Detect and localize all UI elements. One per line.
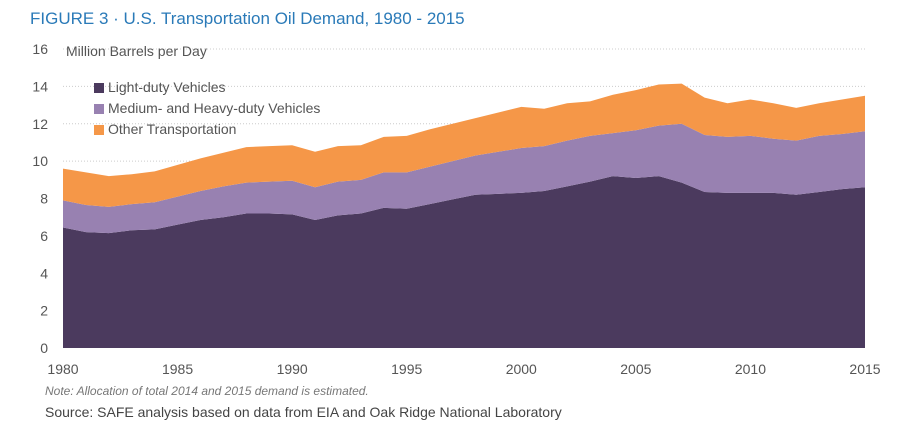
y-tick-label: 6 xyxy=(40,228,48,244)
y-tick-label: 8 xyxy=(40,191,48,207)
y-tick-label: 4 xyxy=(40,265,48,281)
y-tick-label: 0 xyxy=(40,340,48,356)
legend-swatch xyxy=(94,82,104,93)
x-tick-label: 1985 xyxy=(162,361,193,377)
x-tick-label: 1990 xyxy=(277,361,308,377)
y-tick-label: 16 xyxy=(32,41,48,57)
legend-label: Other Transportation xyxy=(108,121,237,137)
legend: Light-duty Vehicles Medium- and Heavy-du… xyxy=(94,77,320,140)
x-tick-label: 2015 xyxy=(849,361,880,377)
legend-item-medium-heavy: Medium- and Heavy-duty Vehicles xyxy=(94,98,320,119)
legend-label: Medium- and Heavy-duty Vehicles xyxy=(108,100,321,116)
y-axis-label: Million Barrels per Day xyxy=(66,43,207,59)
legend-label: Light-duty Vehicles xyxy=(108,79,226,95)
area-series-1 xyxy=(63,123,865,234)
y-tick-label: 10 xyxy=(32,153,48,169)
y-tick-label: 12 xyxy=(32,116,48,132)
area-series-0 xyxy=(63,176,865,348)
x-tick-label: 2000 xyxy=(506,361,537,377)
x-tick-label: 1980 xyxy=(47,361,78,377)
legend-item-other: Other Transportation xyxy=(94,119,320,140)
y-tick-label: 14 xyxy=(32,78,48,94)
legend-swatch xyxy=(94,103,104,114)
y-tick-label: 2 xyxy=(40,303,48,319)
chart-source: Source: SAFE analysis based on data from… xyxy=(45,404,562,420)
area-series-2 xyxy=(63,83,865,207)
legend-item-light-duty: Light-duty Vehicles xyxy=(94,77,320,98)
x-tick-label: 2005 xyxy=(620,361,651,377)
x-tick-label: 1995 xyxy=(391,361,422,377)
chart-note: Note: Allocation of total 2014 and 2015 … xyxy=(45,384,369,398)
chart-title: FIGURE 3 · U.S. Transportation Oil Deman… xyxy=(30,9,465,28)
legend-swatch xyxy=(94,124,104,135)
x-tick-label: 2010 xyxy=(735,361,766,377)
